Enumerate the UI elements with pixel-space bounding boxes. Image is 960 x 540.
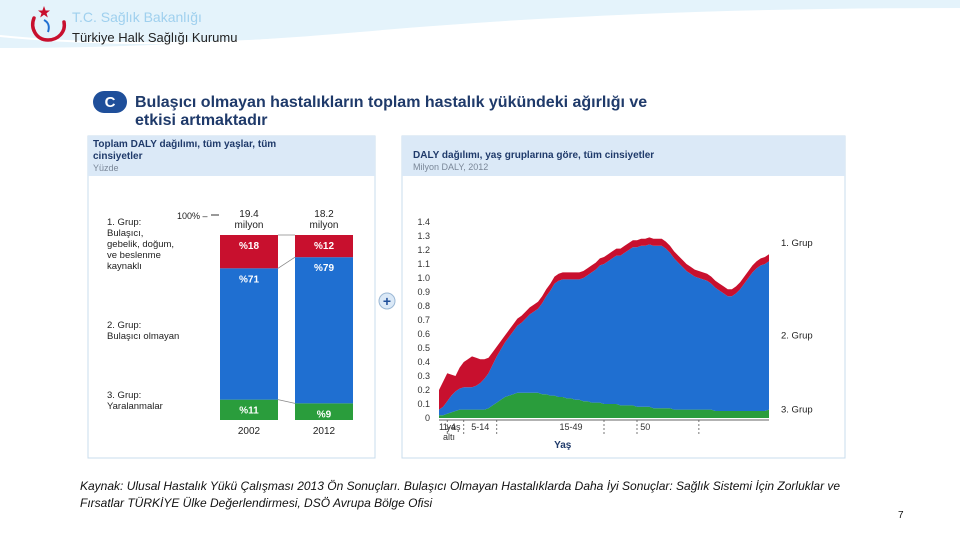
right-panel: DALY dağılımı, yaş gruplarına göre, tüm … (401, 135, 846, 459)
area-chart: 0 0.1 0.2 0.3 0.4 0.5 0.6 0.7 0.8 0.9 1.0 1.1 1.2 1.3… (417, 217, 812, 451)
bar-segment (220, 268, 278, 400)
org-title: T.C. Sağlık Bakanlığı (72, 9, 202, 25)
y-tick-label: 0.4 (417, 357, 430, 367)
x-tick-label: 15-49 (559, 422, 582, 432)
source-citation: Kaynak: Ulusal Hastalık Yükü Çalışması 2… (80, 479, 841, 510)
total-value-label: 18.2 (314, 209, 334, 220)
total-value-label: milyon (235, 220, 264, 231)
bar-segment (220, 399, 278, 420)
org-subtitle: Türkiye Halk Sağlığı Kurumu (72, 30, 238, 45)
x-tick-label: 1-4 (443, 422, 456, 432)
x-tick-label: altı (443, 432, 455, 442)
x-tick-label: 50 (640, 422, 650, 432)
bar-connector (277, 256, 296, 269)
series-legend-label: 2. Grup: (107, 320, 141, 331)
plus-icon-glyph: + (383, 293, 391, 309)
right-panel-unit: Milyon DALY, 2012 (413, 162, 488, 172)
series-legend-label: ve beslenme (107, 250, 161, 261)
y-tick-label: 0.9 (417, 287, 430, 297)
bar-connector (277, 399, 296, 404)
series-legend-label: Bulaşıcı, (107, 228, 143, 239)
category-label: 2002 (238, 426, 261, 437)
area-series (439, 392, 769, 418)
series-legend-label: kaynaklı (107, 261, 142, 272)
left-panel-unit: Yüzde (93, 163, 119, 173)
bar-segment-label: %12 (314, 241, 334, 252)
figure-title-line1: Bulaşıcı olmayan hastalıkların toplam ha… (135, 94, 647, 111)
bar-segment-label: %11 (239, 406, 259, 417)
x-tick-label: 5-14 (471, 422, 489, 432)
series-legend-label: 1. Grup: (107, 217, 141, 228)
bar-segment-label: %9 (317, 409, 332, 420)
figure-badge-text: C (105, 94, 116, 111)
y-tick-label: 1.0 (417, 273, 430, 283)
y-tick-label: 0.5 (417, 343, 430, 353)
bar-segment-label: %71 (239, 274, 259, 285)
bar-segment-label: %79 (314, 263, 334, 274)
total-value-label: milyon (310, 220, 339, 231)
right-panel-title: DALY dağılımı, yaş gruplarına göre, tüm … (413, 150, 654, 161)
y-tick-label: 1.2 (417, 245, 430, 255)
left-panel-title-line2: cinsiyetler (93, 151, 143, 162)
stacked-bar-chart: 100% –19.4milyon%11%71%18200218.2milyon%… (107, 209, 353, 437)
bar-segment (295, 235, 353, 258)
total-value-label: 19.4 (239, 209, 259, 220)
y-tick-label: 1.4 (417, 217, 430, 227)
y-tick-label: 0.2 (417, 385, 430, 395)
bar-segment (295, 257, 353, 404)
series-legend-label: 3. Grup: (107, 390, 141, 401)
left-panel: Toplam DALY dağılımı, tüm yaşlar, tüm ci… (87, 135, 376, 459)
y-tick-label: 1.3 (417, 231, 430, 241)
y-tick-label: 0.8 (417, 301, 430, 311)
daly-figure: C Bulaşıcı olmayan hastalıkların toplam … (87, 91, 846, 459)
series-legend-label: Yaralanmalar (107, 401, 163, 412)
y-tick-label: 0.3 (417, 371, 430, 381)
y-tick-label: 0 (425, 413, 430, 423)
figure-title-line2: etkisi artmaktadır (135, 112, 268, 129)
area-series-label: 3. Grup (781, 405, 813, 416)
series-legend-label: gebelik, doğum, (107, 239, 174, 250)
page-number: 7 (898, 510, 904, 521)
ministry-logo (31, 6, 67, 42)
figure-badge (93, 91, 127, 113)
area-series-label: 1. Grup (781, 238, 813, 249)
y-tick-label: 0.1 (417, 399, 430, 409)
bar-segment-label: %18 (239, 241, 259, 252)
category-label: 2012 (313, 426, 336, 437)
x-tick-label: 1 yaş (439, 422, 461, 432)
series-legend-label: Bulaşıcı olmayan (107, 331, 179, 342)
plus-icon (378, 292, 396, 310)
area-series-label: 2. Grup (781, 330, 813, 341)
y-tick-label: 0.6 (417, 329, 430, 339)
total-label: 100% – (177, 211, 208, 221)
y-tick-label: 1.1 (417, 259, 430, 269)
x-axis-title: Yaş (554, 440, 572, 451)
right-panel-header (402, 136, 845, 176)
y-tick-label: 0.7 (417, 315, 430, 325)
left-panel-header (88, 136, 375, 176)
bar-segment (220, 235, 278, 269)
bar-segment (295, 403, 353, 420)
left-panel-title-line1: Toplam DALY dağılımı, tüm yaşlar, tüm (93, 139, 276, 150)
area-series (439, 244, 769, 416)
